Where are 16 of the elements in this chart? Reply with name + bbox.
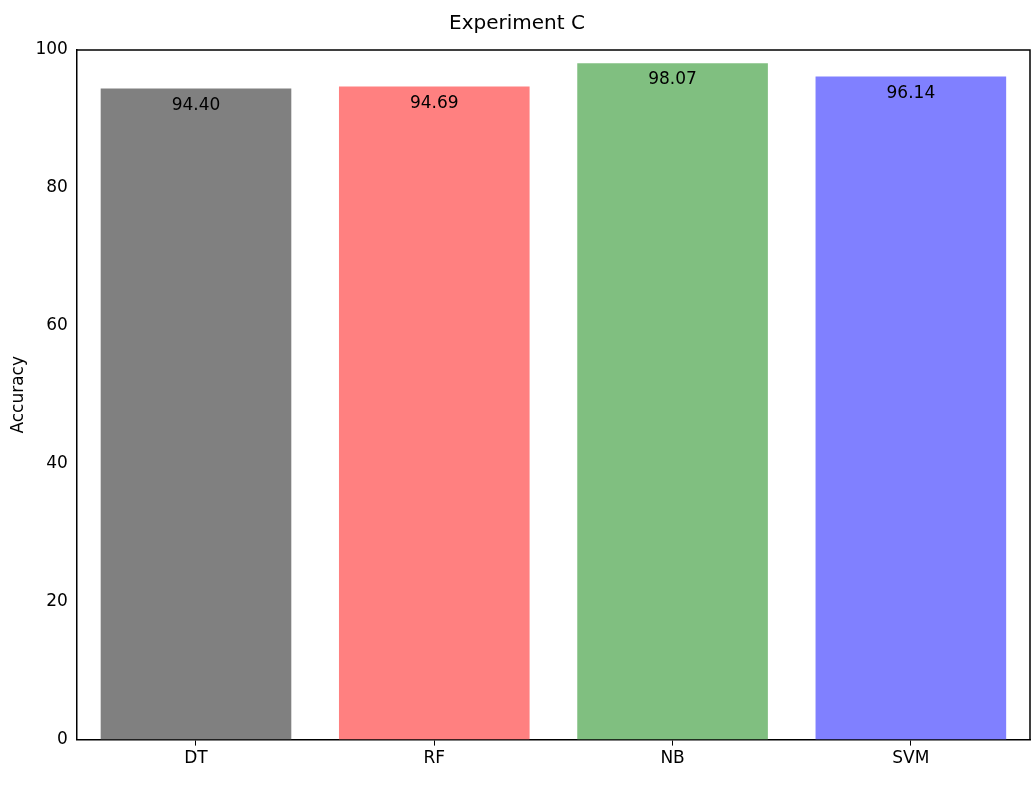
data-label: 94.69 — [409, 91, 459, 112]
y-tick-label: 0 — [57, 728, 68, 749]
y-tick-label: 80 — [46, 176, 68, 197]
x-tick-label: RF — [423, 747, 446, 768]
y-tick-label: 60 — [46, 314, 68, 335]
y-axis-title: Accuracy — [6, 355, 27, 434]
y-tick-label: 20 — [46, 590, 68, 611]
data-label: 96.14 — [886, 81, 936, 102]
x-tick-label: SVM — [892, 747, 930, 768]
x-tick-label: NB — [660, 747, 685, 768]
data-label: 98.07 — [648, 68, 697, 89]
x-tick-label: DT — [184, 747, 209, 768]
data-label: 94.40 — [171, 93, 221, 114]
y-tick-label: 100 — [35, 38, 68, 59]
y-tick-label: 40 — [46, 452, 68, 473]
chart-title: Experiment C — [449, 10, 585, 35]
